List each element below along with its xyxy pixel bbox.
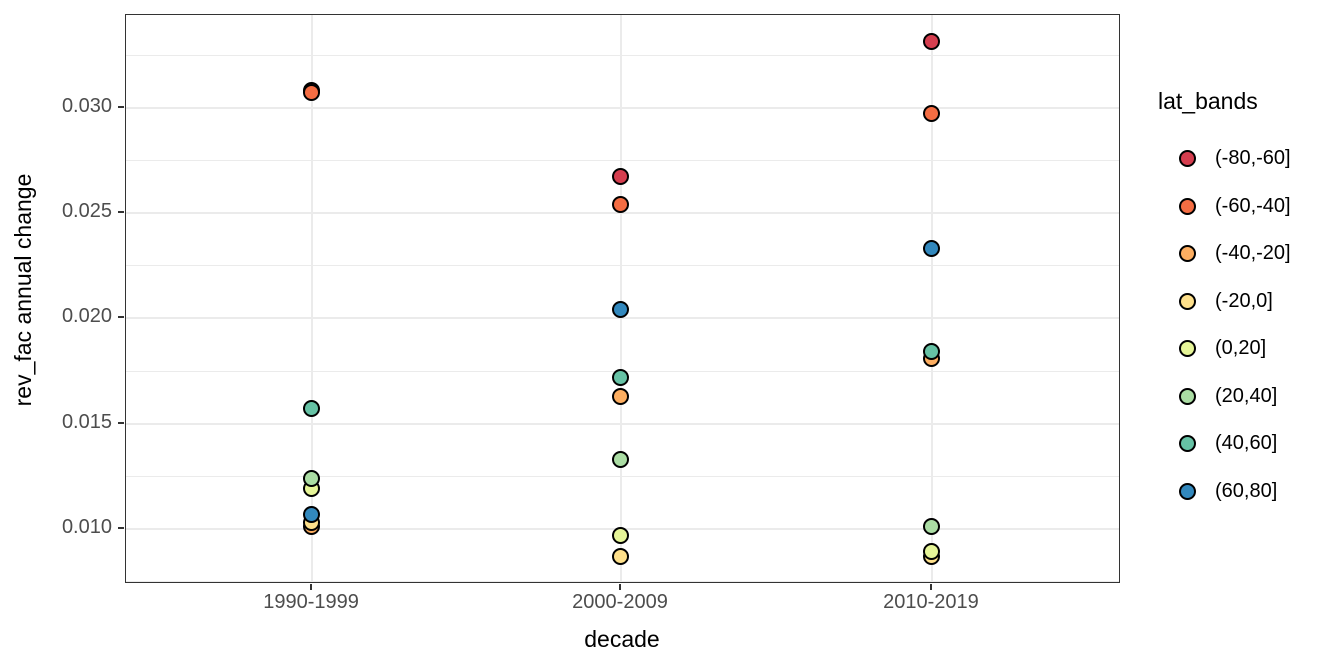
y-tick-mark (118, 527, 124, 530)
data-point (612, 526, 630, 544)
legend-item: (-20,0] (1158, 278, 1291, 326)
y-tick-label: 0.025 (61, 200, 112, 223)
data-point (923, 105, 941, 123)
data-point (923, 543, 941, 561)
data-point (923, 240, 941, 258)
legend-key-icon (1179, 245, 1196, 263)
legend-key-icon (1179, 482, 1196, 500)
data-point (612, 450, 630, 468)
y-tick-label: 0.030 (61, 94, 112, 117)
major-gridline (126, 317, 1119, 320)
minor-gridline (126, 265, 1119, 267)
legend-item-label: (-40,-20] (1215, 242, 1291, 265)
legend-item: (20,40] (1158, 373, 1291, 421)
vertical-gridline (311, 15, 314, 582)
legend-item: (60,80] (1158, 468, 1291, 516)
legend-item-label: (20,40] (1215, 384, 1278, 407)
y-tick-mark (118, 211, 124, 214)
legend-key-icon (1179, 435, 1196, 453)
legend-rows: (-80,-60] (-60,-40] (-40,-20] (-20,0] (0,20]… (1158, 135, 1291, 515)
legend-key-icon (1179, 387, 1196, 405)
data-point (303, 84, 321, 102)
legend-title: lat_bands (1158, 88, 1258, 114)
y-tick-label: 0.015 (61, 410, 112, 433)
data-point (923, 518, 941, 536)
legend-item: (40,60] (1158, 420, 1291, 468)
vertical-gridline (620, 15, 622, 582)
x-tick-mark (619, 584, 621, 590)
data-point (923, 33, 941, 51)
legend-key-icon (1179, 292, 1196, 310)
legend-item-label: (-20,0] (1215, 289, 1273, 312)
y-tick-mark (118, 105, 124, 108)
major-gridline (126, 422, 1119, 425)
plot-panel (125, 14, 1120, 583)
data-point (612, 368, 630, 386)
x-tick-label: 2000-2009 (572, 591, 668, 613)
vertical-gridline (930, 15, 933, 582)
major-gridline (126, 212, 1119, 215)
legend-item-label: (40,60] (1215, 432, 1278, 455)
legend-item-label: (0,20] (1215, 337, 1267, 360)
y-tick-label: 0.010 (61, 516, 112, 539)
minor-gridline (126, 54, 1119, 56)
legend-item-label: (-80,-60] (1215, 147, 1291, 170)
minor-gridline (126, 581, 1119, 583)
legend-item: (-80,-60] (1158, 135, 1291, 183)
legend-item: (0,20] (1158, 325, 1291, 373)
data-point (923, 343, 941, 361)
legend-key-icon (1179, 340, 1196, 358)
legend-item: (-40,-20] (1158, 230, 1291, 278)
minor-gridline (126, 159, 1119, 161)
x-tick-mark (929, 584, 932, 590)
y-tick-label: 0.020 (61, 305, 112, 328)
major-gridline (126, 106, 1119, 109)
legend-item: (-60,-40] (1158, 183, 1291, 231)
data-point (303, 400, 321, 418)
x-tick-mark (310, 584, 313, 590)
data-point (612, 195, 630, 213)
legend-key-icon (1179, 150, 1196, 168)
data-point (303, 469, 321, 487)
x-axis-title: decade (584, 626, 660, 652)
y-tick-mark (118, 421, 124, 424)
minor-gridline (126, 476, 1119, 478)
y-tick-mark (118, 316, 124, 319)
x-tick-label: 1990-1999 (263, 591, 359, 613)
legend-item-label: (-60,-40] (1215, 194, 1291, 217)
legend-key-icon (1179, 197, 1196, 215)
legend-item-label: (60,80] (1215, 479, 1278, 502)
data-point (612, 168, 630, 186)
legend: lat_bands (-80,-60] (-60,-40] (-40,-20] (-2… (1158, 88, 1291, 515)
data-point (612, 387, 630, 405)
data-point (612, 547, 630, 565)
data-point (303, 505, 321, 523)
x-tick-label: 2010-2019 (883, 591, 979, 613)
data-point (612, 301, 630, 319)
